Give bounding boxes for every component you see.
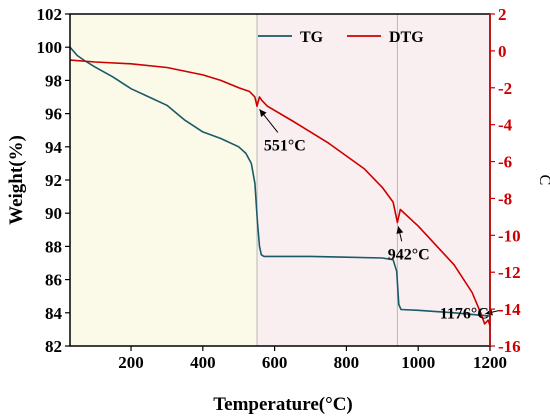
- y-tick-label-3: 88: [45, 237, 62, 256]
- y2-tick-label-4: -8: [498, 189, 512, 208]
- y-tick-label-9: 100: [37, 38, 63, 57]
- y-tick-label-1: 84: [45, 304, 63, 323]
- y-axis-title: Weight(%): [6, 135, 27, 225]
- legend-dtg-label: DTG: [389, 29, 424, 46]
- y2-tick-label-7: -2: [498, 79, 512, 98]
- x-tick-label-4: 1000: [401, 353, 435, 372]
- annotation-2: 1176°C: [440, 305, 500, 322]
- legend-tg-label: TG: [300, 29, 324, 46]
- series-line-dtg: [69, 59, 491, 326]
- annotation-0: 551°C: [259, 109, 306, 154]
- y2-tick-label-5: -6: [498, 153, 512, 172]
- y-tick-label-6: 94: [45, 138, 63, 157]
- y2-tick-label-8: 0: [498, 42, 507, 61]
- annotation-arrowhead-0: [259, 109, 267, 118]
- x-tick-label-3: 800: [334, 353, 360, 372]
- y2-tick-label-2: -12: [498, 263, 521, 282]
- y2-tick-label-6: -4: [498, 116, 513, 135]
- y-tick-label-5: 92: [45, 171, 62, 190]
- shaded-region-2: [397, 14, 490, 346]
- series-line-tg: [69, 46, 491, 317]
- annotation-label-1: 942°C: [388, 246, 430, 263]
- annotations: 551°C 942°C 1176°C: [259, 109, 500, 322]
- annotation-arrowhead-2: [485, 308, 493, 316]
- annotation-arrowhead-1: [396, 226, 404, 234]
- axes: 200 400 600 800 1000 120082848688909294969810…: [37, 5, 522, 372]
- y-tick-label-0: 82: [45, 337, 62, 356]
- shaded-region-0: [70, 14, 258, 346]
- y2-tick-label-1: -14: [498, 300, 521, 319]
- x-tick-label-2: 600: [262, 353, 288, 372]
- y-tick-label-7: 96: [45, 105, 62, 124]
- y2-tick-label-0: -16: [498, 337, 521, 356]
- y2-tick-label-9: 2: [498, 5, 507, 24]
- series-layer: [69, 46, 491, 326]
- annotation-label-0: 551°C: [264, 137, 306, 154]
- y2-axis-title: C: [536, 175, 550, 186]
- x-tick-label-0: 200: [118, 353, 144, 372]
- annotation-label-2: 1176°C: [440, 305, 489, 322]
- y-tick-label-8: 98: [45, 71, 62, 90]
- y2-tick-label-3: -10: [498, 226, 521, 245]
- x-tick-label-5: 1200: [473, 353, 507, 372]
- y-tick-label-2: 86: [45, 271, 62, 290]
- x-axis-title: Temperature(°C): [213, 394, 353, 415]
- shaded-regions: [70, 14, 490, 346]
- y-tick-label-4: 90: [45, 204, 62, 223]
- shaded-region-1: [257, 14, 398, 346]
- legend: TG DTG: [258, 29, 424, 46]
- annotation-1: 942°C: [388, 226, 430, 263]
- x-tick-label-1: 400: [190, 353, 216, 372]
- y-tick-label-10: 102: [37, 5, 63, 24]
